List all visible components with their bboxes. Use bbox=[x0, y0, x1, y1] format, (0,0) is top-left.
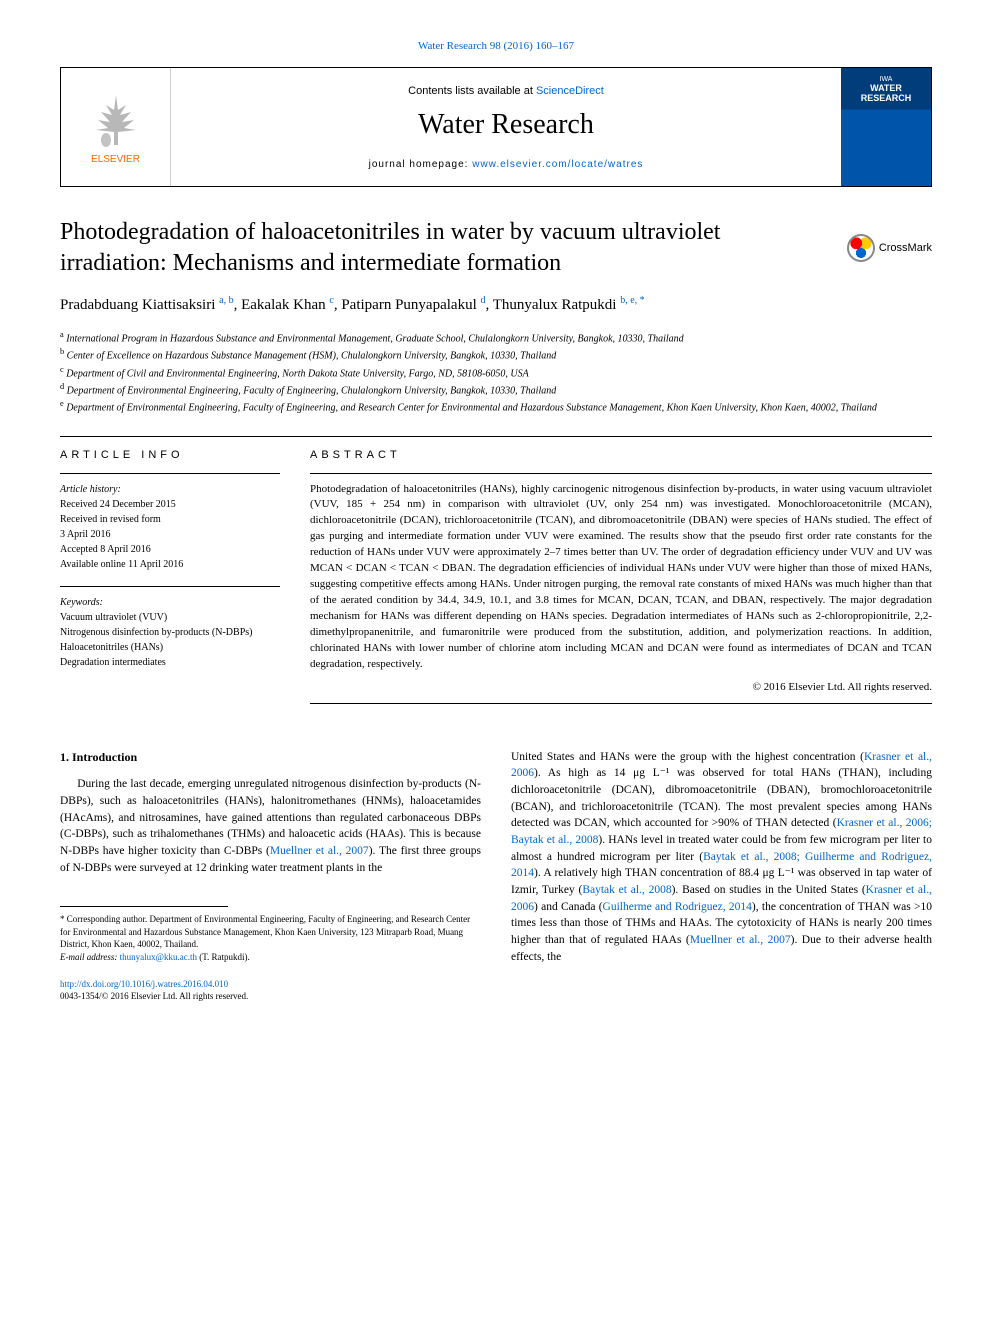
header-citation: Water Research 98 (2016) 160–167 bbox=[60, 40, 932, 52]
issn-line: 0043-1354/© 2016 Elsevier Ltd. All right… bbox=[60, 991, 248, 1001]
journal-cover: IWA WATER RESEARCH bbox=[841, 68, 931, 186]
authors: Pradabduang Kiattisaksiri a, b, Eakalak … bbox=[60, 293, 932, 317]
journal-header: ELSEVIER Contents lists available at Sci… bbox=[60, 67, 932, 187]
crossmark-icon bbox=[847, 234, 875, 262]
abstract: ABSTRACT Photodegradation of haloacetoni… bbox=[310, 449, 932, 704]
crossmark-label: CrossMark bbox=[879, 242, 932, 254]
homepage-line: journal homepage: www.elsevier.com/locat… bbox=[181, 159, 831, 170]
intro-paragraph: During the last decade, emerging unregul… bbox=[60, 776, 481, 876]
footer: http://dx.doi.org/10.1016/j.watres.2016.… bbox=[60, 978, 481, 1003]
elsevier-tree-icon bbox=[86, 90, 146, 150]
abstract-copyright: © 2016 Elsevier Ltd. All rights reserved… bbox=[310, 681, 932, 693]
header-citation-link[interactable]: Water Research 98 (2016) 160–167 bbox=[418, 40, 574, 52]
rule bbox=[310, 703, 932, 704]
history-label: Article history: bbox=[60, 482, 280, 497]
intro-paragraph: United States and HANs were the group wi… bbox=[511, 749, 932, 966]
elsevier-label: ELSEVIER bbox=[91, 154, 140, 165]
keyword: Vacuum ultraviolet (VUV) bbox=[60, 610, 280, 625]
abstract-heading: ABSTRACT bbox=[310, 449, 932, 461]
article-info-heading: ARTICLE INFO bbox=[60, 449, 280, 461]
journal-name: Water Research bbox=[181, 109, 831, 141]
history-line: Available online 11 April 2016 bbox=[60, 557, 280, 572]
email-link[interactable]: thunyalux@kku.ac.th bbox=[120, 952, 197, 962]
abstract-text: Photodegradation of haloacetonitriles (H… bbox=[310, 474, 932, 673]
keywords-label: Keywords: bbox=[60, 595, 280, 610]
sciencedirect-link[interactable]: ScienceDirect bbox=[536, 85, 604, 97]
article-title: Photodegradation of haloacetonitriles in… bbox=[60, 217, 847, 279]
history-line: Accepted 8 April 2016 bbox=[60, 542, 280, 557]
homepage-link[interactable]: www.elsevier.com/locate/watres bbox=[472, 159, 643, 170]
contents-prefix: Contents lists available at bbox=[408, 85, 536, 97]
corresponding-footnote: * Corresponding author. Department of En… bbox=[60, 913, 481, 951]
cover-label: IWA WATER RESEARCH bbox=[845, 76, 927, 103]
article-info: ARTICLE INFO Article history: Received 2… bbox=[60, 449, 280, 704]
affiliation: e Department of Environmental Engineerin… bbox=[60, 398, 932, 415]
title-row: Photodegradation of haloacetonitriles in… bbox=[60, 217, 932, 279]
intro-heading: 1. Introduction bbox=[60, 749, 481, 766]
history-line: Received in revised form bbox=[60, 512, 280, 527]
homepage-prefix: journal homepage: bbox=[369, 159, 473, 170]
keyword: Nitrogenous disinfection by-products (N-… bbox=[60, 625, 280, 640]
keyword: Degradation intermediates bbox=[60, 655, 280, 670]
header-center: Contents lists available at ScienceDirec… bbox=[171, 75, 841, 180]
column-right: United States and HANs were the group wi… bbox=[511, 749, 932, 1003]
email-name: (T. Ratpukdi). bbox=[197, 952, 250, 962]
affiliation: d Department of Environmental Engineerin… bbox=[60, 381, 932, 398]
body-columns: 1. Introduction During the last decade, … bbox=[60, 749, 932, 1003]
email-footnote: E-mail address: thunyalux@kku.ac.th (T. … bbox=[60, 951, 481, 964]
keywords-block: Keywords: Vacuum ultraviolet (VUV) Nitro… bbox=[60, 587, 280, 670]
history-block: Article history: Received 24 December 20… bbox=[60, 474, 280, 572]
crossmark-badge[interactable]: CrossMark bbox=[847, 217, 932, 279]
elsevier-logo: ELSEVIER bbox=[61, 68, 171, 186]
keyword: Haloacetonitriles (HANs) bbox=[60, 640, 280, 655]
affiliation: b Center of Excellence on Hazardous Subs… bbox=[60, 346, 932, 363]
contents-line: Contents lists available at ScienceDirec… bbox=[181, 85, 831, 97]
history-line: Received 24 December 2015 bbox=[60, 497, 280, 512]
affiliation: c Department of Civil and Environmental … bbox=[60, 364, 932, 381]
affiliation: a International Program in Hazardous Sub… bbox=[60, 329, 932, 346]
footnote-rule bbox=[60, 906, 228, 907]
column-left: 1. Introduction During the last decade, … bbox=[60, 749, 481, 1003]
doi-link[interactable]: http://dx.doi.org/10.1016/j.watres.2016.… bbox=[60, 979, 228, 989]
history-line: 3 April 2016 bbox=[60, 527, 280, 542]
email-label: E-mail address: bbox=[60, 952, 120, 962]
affiliations: a International Program in Hazardous Sub… bbox=[60, 329, 932, 416]
info-abstract-row: ARTICLE INFO Article history: Received 2… bbox=[60, 437, 932, 704]
